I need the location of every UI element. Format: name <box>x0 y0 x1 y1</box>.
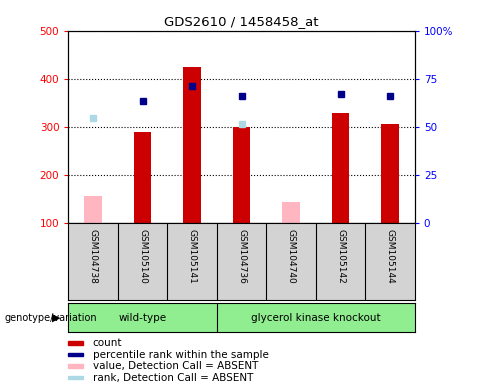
Text: genotype/variation: genotype/variation <box>5 313 98 323</box>
Text: GSM105144: GSM105144 <box>386 229 395 284</box>
Text: wild-type: wild-type <box>119 313 166 323</box>
Bar <box>84 196 102 223</box>
Bar <box>183 67 201 223</box>
Text: GSM105141: GSM105141 <box>187 229 197 284</box>
Bar <box>68 303 217 332</box>
Bar <box>68 353 83 356</box>
Text: GSM104736: GSM104736 <box>237 229 246 284</box>
Bar <box>68 341 83 345</box>
Bar <box>68 376 83 379</box>
Text: glycerol kinase knockout: glycerol kinase knockout <box>251 313 381 323</box>
Bar <box>68 364 83 367</box>
Text: GSM105140: GSM105140 <box>138 229 147 284</box>
Bar <box>332 113 349 223</box>
Bar <box>233 127 250 223</box>
Bar <box>382 124 399 223</box>
Bar <box>283 202 300 223</box>
Bar <box>134 132 151 223</box>
Text: ▶: ▶ <box>52 313 61 323</box>
Text: GSM105142: GSM105142 <box>336 229 345 284</box>
Title: GDS2610 / 1458458_at: GDS2610 / 1458458_at <box>164 15 319 28</box>
Text: rank, Detection Call = ABSENT: rank, Detection Call = ABSENT <box>93 372 253 382</box>
Bar <box>217 303 415 332</box>
Text: percentile rank within the sample: percentile rank within the sample <box>93 349 268 359</box>
Text: value, Detection Call = ABSENT: value, Detection Call = ABSENT <box>93 361 258 371</box>
Text: GSM104738: GSM104738 <box>88 229 98 284</box>
Text: count: count <box>93 338 122 348</box>
Text: GSM104740: GSM104740 <box>286 229 296 284</box>
